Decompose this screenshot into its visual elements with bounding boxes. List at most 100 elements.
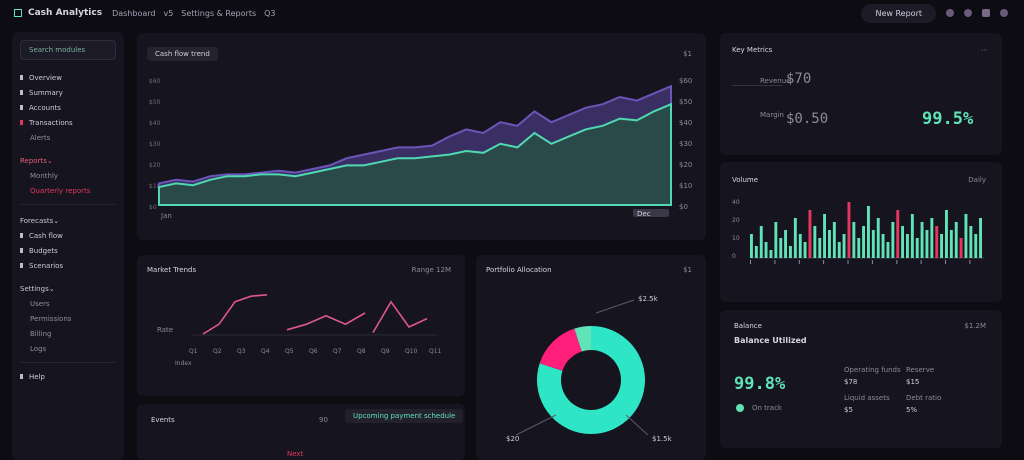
breadcrumb-2[interactable]: v5 xyxy=(163,8,174,18)
table-label-4: Debt ratio xyxy=(906,394,942,402)
sidebar-item-budgets[interactable]: Budgets xyxy=(20,243,116,258)
donut-slice-core[interactable] xyxy=(537,326,645,434)
volume-bar[interactable] xyxy=(945,210,948,258)
sidebar-item-scenarios[interactable]: Scenarios xyxy=(20,258,116,273)
volume-bar[interactable] xyxy=(823,214,826,258)
cashflow-chart-card: Cash flow trend $1 $60 $60 $50 $50 $40 $40 $30… xyxy=(137,33,706,240)
new-report-button[interactable]: New Report xyxy=(861,3,936,23)
balance-card: Balance $1.2M Balance Utilized 99.8% On … xyxy=(720,310,1002,448)
avatar[interactable] xyxy=(1000,9,1008,17)
sidebar-group-forecasts[interactable]: Forecasts ⌄ xyxy=(20,213,116,228)
volume-bar[interactable] xyxy=(954,222,958,258)
volume-bar[interactable] xyxy=(769,250,773,258)
volume-bar[interactable] xyxy=(764,242,768,258)
volume-bar[interactable] xyxy=(837,242,841,258)
sidebar-group-overview[interactable]: Overview xyxy=(20,70,116,85)
volume-bar[interactable] xyxy=(979,218,982,258)
volume-bar[interactable] xyxy=(871,230,875,258)
volume-bar[interactable] xyxy=(759,226,763,258)
sidebar-item-summary[interactable]: Summary xyxy=(20,85,116,100)
line-x-tick: Q4 xyxy=(261,348,270,355)
chart-title-chip[interactable]: Cash flow trend xyxy=(147,47,218,61)
volume-bar[interactable] xyxy=(774,222,778,258)
volume-bar[interactable] xyxy=(915,238,919,258)
balance-subtitle: Balance Utilized xyxy=(734,336,807,345)
sidebar-item-alerts[interactable]: Alerts xyxy=(20,130,116,145)
volume-bar[interactable] xyxy=(842,234,846,258)
sidebar-item-accounts[interactable]: Accounts xyxy=(20,100,116,115)
events-card: Events 90 Upcoming payment schedule Next xyxy=(137,404,465,460)
volume-bar[interactable] xyxy=(750,234,753,258)
volume-bar[interactable] xyxy=(862,226,865,258)
volume-bar[interactable] xyxy=(808,210,812,258)
sidebar-item-monthly[interactable]: Monthly xyxy=(20,168,116,183)
x-axis-scroll-handle[interactable] xyxy=(633,209,669,217)
volume-bar[interactable] xyxy=(940,234,943,258)
donut-slice-risk[interactable] xyxy=(539,328,582,371)
y-tick-label-left: $60 xyxy=(149,78,161,85)
volume-bar[interactable] xyxy=(847,202,851,258)
volume-bar[interactable] xyxy=(910,214,914,258)
line-footer-label: Index xyxy=(175,360,192,367)
events-chip[interactable]: Upcoming payment schedule xyxy=(345,409,464,423)
bookmark-icon[interactable] xyxy=(982,9,990,17)
volume-bar[interactable] xyxy=(798,234,802,258)
breadcrumb-3[interactable]: Settings & Reports xyxy=(181,8,257,18)
sidebar-item-users[interactable]: Users xyxy=(20,296,116,311)
x-tick-mark xyxy=(896,260,898,264)
volume-bar[interactable] xyxy=(906,234,909,258)
volume-bar[interactable] xyxy=(959,238,963,258)
volume-bar[interactable] xyxy=(974,234,978,258)
volume-bar[interactable] xyxy=(930,218,934,258)
volume-bar[interactable] xyxy=(832,222,836,258)
volume-bar[interactable] xyxy=(949,230,953,258)
volume-bar[interactable] xyxy=(813,226,817,258)
volume-bar[interactable] xyxy=(779,238,783,258)
x-tick-mark xyxy=(920,260,922,264)
settings-icon[interactable] xyxy=(964,9,972,17)
volume-bar[interactable] xyxy=(789,246,792,258)
volume-bar[interactable] xyxy=(754,246,758,258)
sidebar-item-quarterly[interactable]: Quarterly reports xyxy=(20,183,116,198)
notification-icon[interactable] xyxy=(946,9,954,17)
volume-bar[interactable] xyxy=(876,218,880,258)
volume-bar[interactable] xyxy=(925,230,929,258)
volume-bar[interactable] xyxy=(828,230,831,258)
breadcrumb-4[interactable]: Q3 xyxy=(264,8,276,18)
volume-bar[interactable] xyxy=(891,222,895,258)
breadcrumb-1[interactable]: Dashboard xyxy=(112,8,156,18)
volume-bar[interactable] xyxy=(935,226,939,258)
bar-y-tick: 20 xyxy=(732,217,740,224)
volume-bar[interactable] xyxy=(886,242,890,258)
sidebar-item-permissions[interactable]: Permissions xyxy=(20,311,116,326)
sidebar-group-reports[interactable]: Reports ⌄ xyxy=(20,153,116,168)
sidebar-item-label: Alerts xyxy=(30,133,51,142)
sidebar-item-transactions[interactable]: Transactions xyxy=(20,115,116,130)
search-input[interactable]: Search modules xyxy=(20,40,116,60)
sidebar-group-settings[interactable]: Settings ⌄ xyxy=(20,281,116,296)
market-trends-corner[interactable]: Range 12M xyxy=(411,266,451,274)
volume-bar[interactable] xyxy=(852,222,856,258)
line-x-tick: Q11 xyxy=(429,348,442,355)
x-tick-mark xyxy=(750,260,751,264)
volume-bar[interactable] xyxy=(964,214,968,258)
volume-bar[interactable] xyxy=(901,226,904,258)
sidebar-item-billing[interactable]: Billing xyxy=(20,326,116,341)
key-metrics-menu-icon[interactable]: ⋯ xyxy=(981,46,988,54)
volume-corner-label: Daily xyxy=(968,176,986,184)
volume-bar[interactable] xyxy=(920,222,924,258)
top-actions: New Report xyxy=(861,0,1008,26)
volume-bar[interactable] xyxy=(793,218,797,258)
volume-bar[interactable] xyxy=(969,226,973,258)
volume-bar[interactable] xyxy=(857,238,861,258)
volume-bar[interactable] xyxy=(867,206,870,258)
volume-bar[interactable] xyxy=(784,230,787,258)
donut-slice-other[interactable] xyxy=(574,326,591,352)
volume-bar[interactable] xyxy=(881,234,885,258)
volume-bar[interactable] xyxy=(896,210,900,258)
sidebar-item-cashflow[interactable]: Cash flow xyxy=(20,228,116,243)
sidebar-group-help[interactable]: Help xyxy=(20,369,116,384)
volume-bar[interactable] xyxy=(803,242,807,258)
sidebar-item-logs[interactable]: Logs xyxy=(20,341,116,356)
volume-bar[interactable] xyxy=(818,238,822,258)
